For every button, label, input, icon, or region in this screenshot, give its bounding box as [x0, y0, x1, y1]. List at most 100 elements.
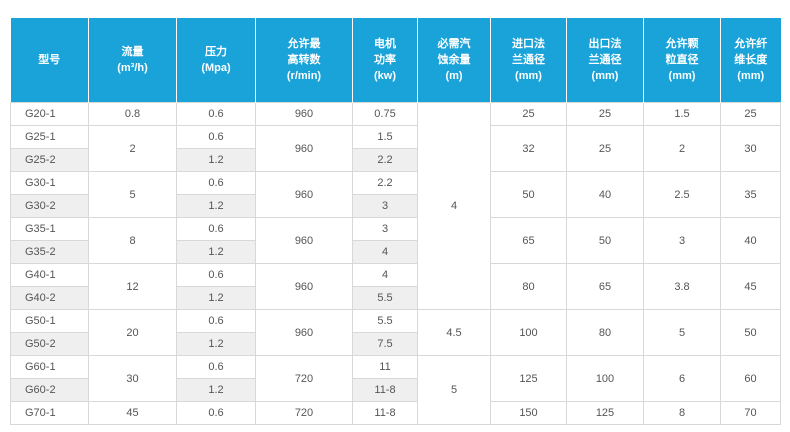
cell-inlet: 80 [490, 263, 567, 310]
cell-model: G40-2 [10, 286, 89, 310]
cell-particle: 8 [643, 401, 721, 425]
header-outlet: 出口法 兰通径 (mm) [566, 18, 644, 103]
cell-power: 5.5 [352, 309, 418, 333]
cell-flow: 8 [88, 217, 177, 264]
cell-model: G50-2 [10, 332, 89, 356]
cell-pressure: 1.2 [176, 286, 256, 310]
cell-fiber: 25 [720, 102, 781, 126]
cell-pressure: 0.6 [176, 125, 256, 149]
cell-particle: 2.5 [643, 171, 721, 218]
table-row: G25-1 2 0.6 960 1.5 32 25 2 30 [10, 125, 781, 172]
table-row: G20-1 0.8 0.6 960 0.75 4 25 25 1.5 25 [10, 102, 781, 310]
cell-outlet: 40 [566, 171, 644, 218]
pump-spec-table: 型号 流量 (m³/h) 压力 (Mpa) 允许最 高转数 (r/min) 电机 功率 (k… [10, 18, 781, 425]
cell-flow: 5 [88, 171, 177, 218]
cell-model: G60-2 [10, 378, 89, 402]
table-row: G35-2 1.2 4 [10, 240, 781, 264]
cell-outlet: 100 [566, 355, 644, 402]
cell-particle: 2 [643, 125, 721, 172]
cell-flow: 0.8 [88, 102, 177, 126]
cell-speed: 960 [255, 125, 353, 172]
cell-particle: 3.8 [643, 263, 721, 310]
cell-model: G30-2 [10, 194, 89, 218]
cell-fiber: 30 [720, 125, 781, 172]
cell-model: G40-1 [10, 263, 89, 287]
cell-particle: 1.5 [643, 102, 721, 126]
cell-inlet: 32 [490, 125, 567, 172]
cell-outlet: 125 [566, 401, 644, 425]
cell-model: G30-1 [10, 171, 89, 195]
cell-npsh: 4.5 [417, 309, 491, 356]
cell-flow: 12 [88, 263, 177, 310]
cell-pressure: 1.2 [176, 378, 256, 402]
cell-fiber: 50 [720, 309, 781, 356]
cell-pressure: 0.6 [176, 102, 256, 126]
table-row: G60-2 1.2 11-8 [10, 378, 781, 402]
cell-model: G35-1 [10, 217, 89, 241]
cell-outlet: 25 [566, 102, 644, 126]
table-row: G70-1 45 0.6 720 11-8 150 125 8 70 [10, 401, 781, 425]
cell-outlet: 80 [566, 309, 644, 356]
cell-power: 4 [352, 240, 418, 264]
spec-table-container: 型号 流量 (m³/h) 压力 (Mpa) 允许最 高转数 (r/min) 电机 功率 (k… [10, 18, 781, 425]
cell-power: 2.2 [352, 148, 418, 172]
cell-pressure: 1.2 [176, 194, 256, 218]
cell-power: 3 [352, 217, 418, 241]
cell-pressure: 0.6 [176, 309, 256, 333]
cell-particle: 6 [643, 355, 721, 402]
cell-power: 11-8 [352, 401, 418, 425]
cell-fiber: 70 [720, 401, 781, 425]
header-row: 型号 流量 (m³/h) 压力 (Mpa) 允许最 高转数 (r/min) 电机 功率 (k… [10, 18, 781, 103]
cell-pressure: 0.6 [176, 355, 256, 379]
cell-outlet: 65 [566, 263, 644, 310]
cell-speed: 960 [255, 102, 353, 126]
cell-outlet: 25 [566, 125, 644, 172]
cell-npsh: 5 [417, 355, 491, 425]
cell-power: 2.2 [352, 171, 418, 195]
cell-speed: 720 [255, 355, 353, 402]
cell-model: G60-1 [10, 355, 89, 379]
table-row: G25-2 1.2 2.2 [10, 148, 781, 172]
cell-flow: 45 [88, 401, 177, 425]
cell-power: 0.75 [352, 102, 418, 126]
cell-model: G70-1 [10, 401, 89, 425]
header-fiber: 允许纤 维长度 (mm) [720, 18, 781, 103]
cell-power: 11-8 [352, 378, 418, 402]
cell-power: 11 [352, 355, 418, 379]
cell-fiber: 45 [720, 263, 781, 310]
cell-pressure: 0.6 [176, 263, 256, 287]
cell-inlet: 125 [490, 355, 567, 402]
header-flow: 流量 (m³/h) [88, 18, 177, 103]
cell-fiber: 35 [720, 171, 781, 218]
cell-inlet: 65 [490, 217, 567, 264]
cell-inlet: 25 [490, 102, 567, 126]
cell-inlet: 50 [490, 171, 567, 218]
cell-pressure: 0.6 [176, 171, 256, 195]
cell-pressure: 1.2 [176, 148, 256, 172]
header-inlet: 进口法 兰通径 (mm) [490, 18, 567, 103]
cell-pressure: 0.6 [176, 217, 256, 241]
cell-model: G25-1 [10, 125, 89, 149]
cell-inlet: 100 [490, 309, 567, 356]
table-row: G40-1 12 0.6 960 4 80 65 3.8 45 [10, 263, 781, 310]
header-model: 型号 [10, 18, 89, 103]
header-speed: 允许最 高转数 (r/min) [255, 18, 353, 103]
cell-pressure: 0.6 [176, 401, 256, 425]
cell-model: G25-2 [10, 148, 89, 172]
cell-speed: 720 [255, 401, 353, 425]
cell-pressure: 1.2 [176, 332, 256, 356]
header-npsh: 必需汽 蚀余量 (m) [417, 18, 491, 103]
cell-model: G50-1 [10, 309, 89, 333]
cell-npsh: 4 [417, 102, 491, 310]
cell-speed: 960 [255, 171, 353, 218]
cell-particle: 5 [643, 309, 721, 356]
cell-flow: 20 [88, 309, 177, 356]
table-row: G50-2 1.2 7.5 [10, 332, 781, 356]
table-row: G60-1 30 0.6 720 11 5 125 100 6 60 [10, 355, 781, 425]
table-row: G35-1 8 0.6 960 3 65 50 3 40 [10, 217, 781, 264]
cell-fiber: 40 [720, 217, 781, 264]
cell-inlet: 150 [490, 401, 567, 425]
cell-pressure: 1.2 [176, 240, 256, 264]
cell-power: 1.5 [352, 125, 418, 149]
cell-speed: 960 [255, 263, 353, 310]
